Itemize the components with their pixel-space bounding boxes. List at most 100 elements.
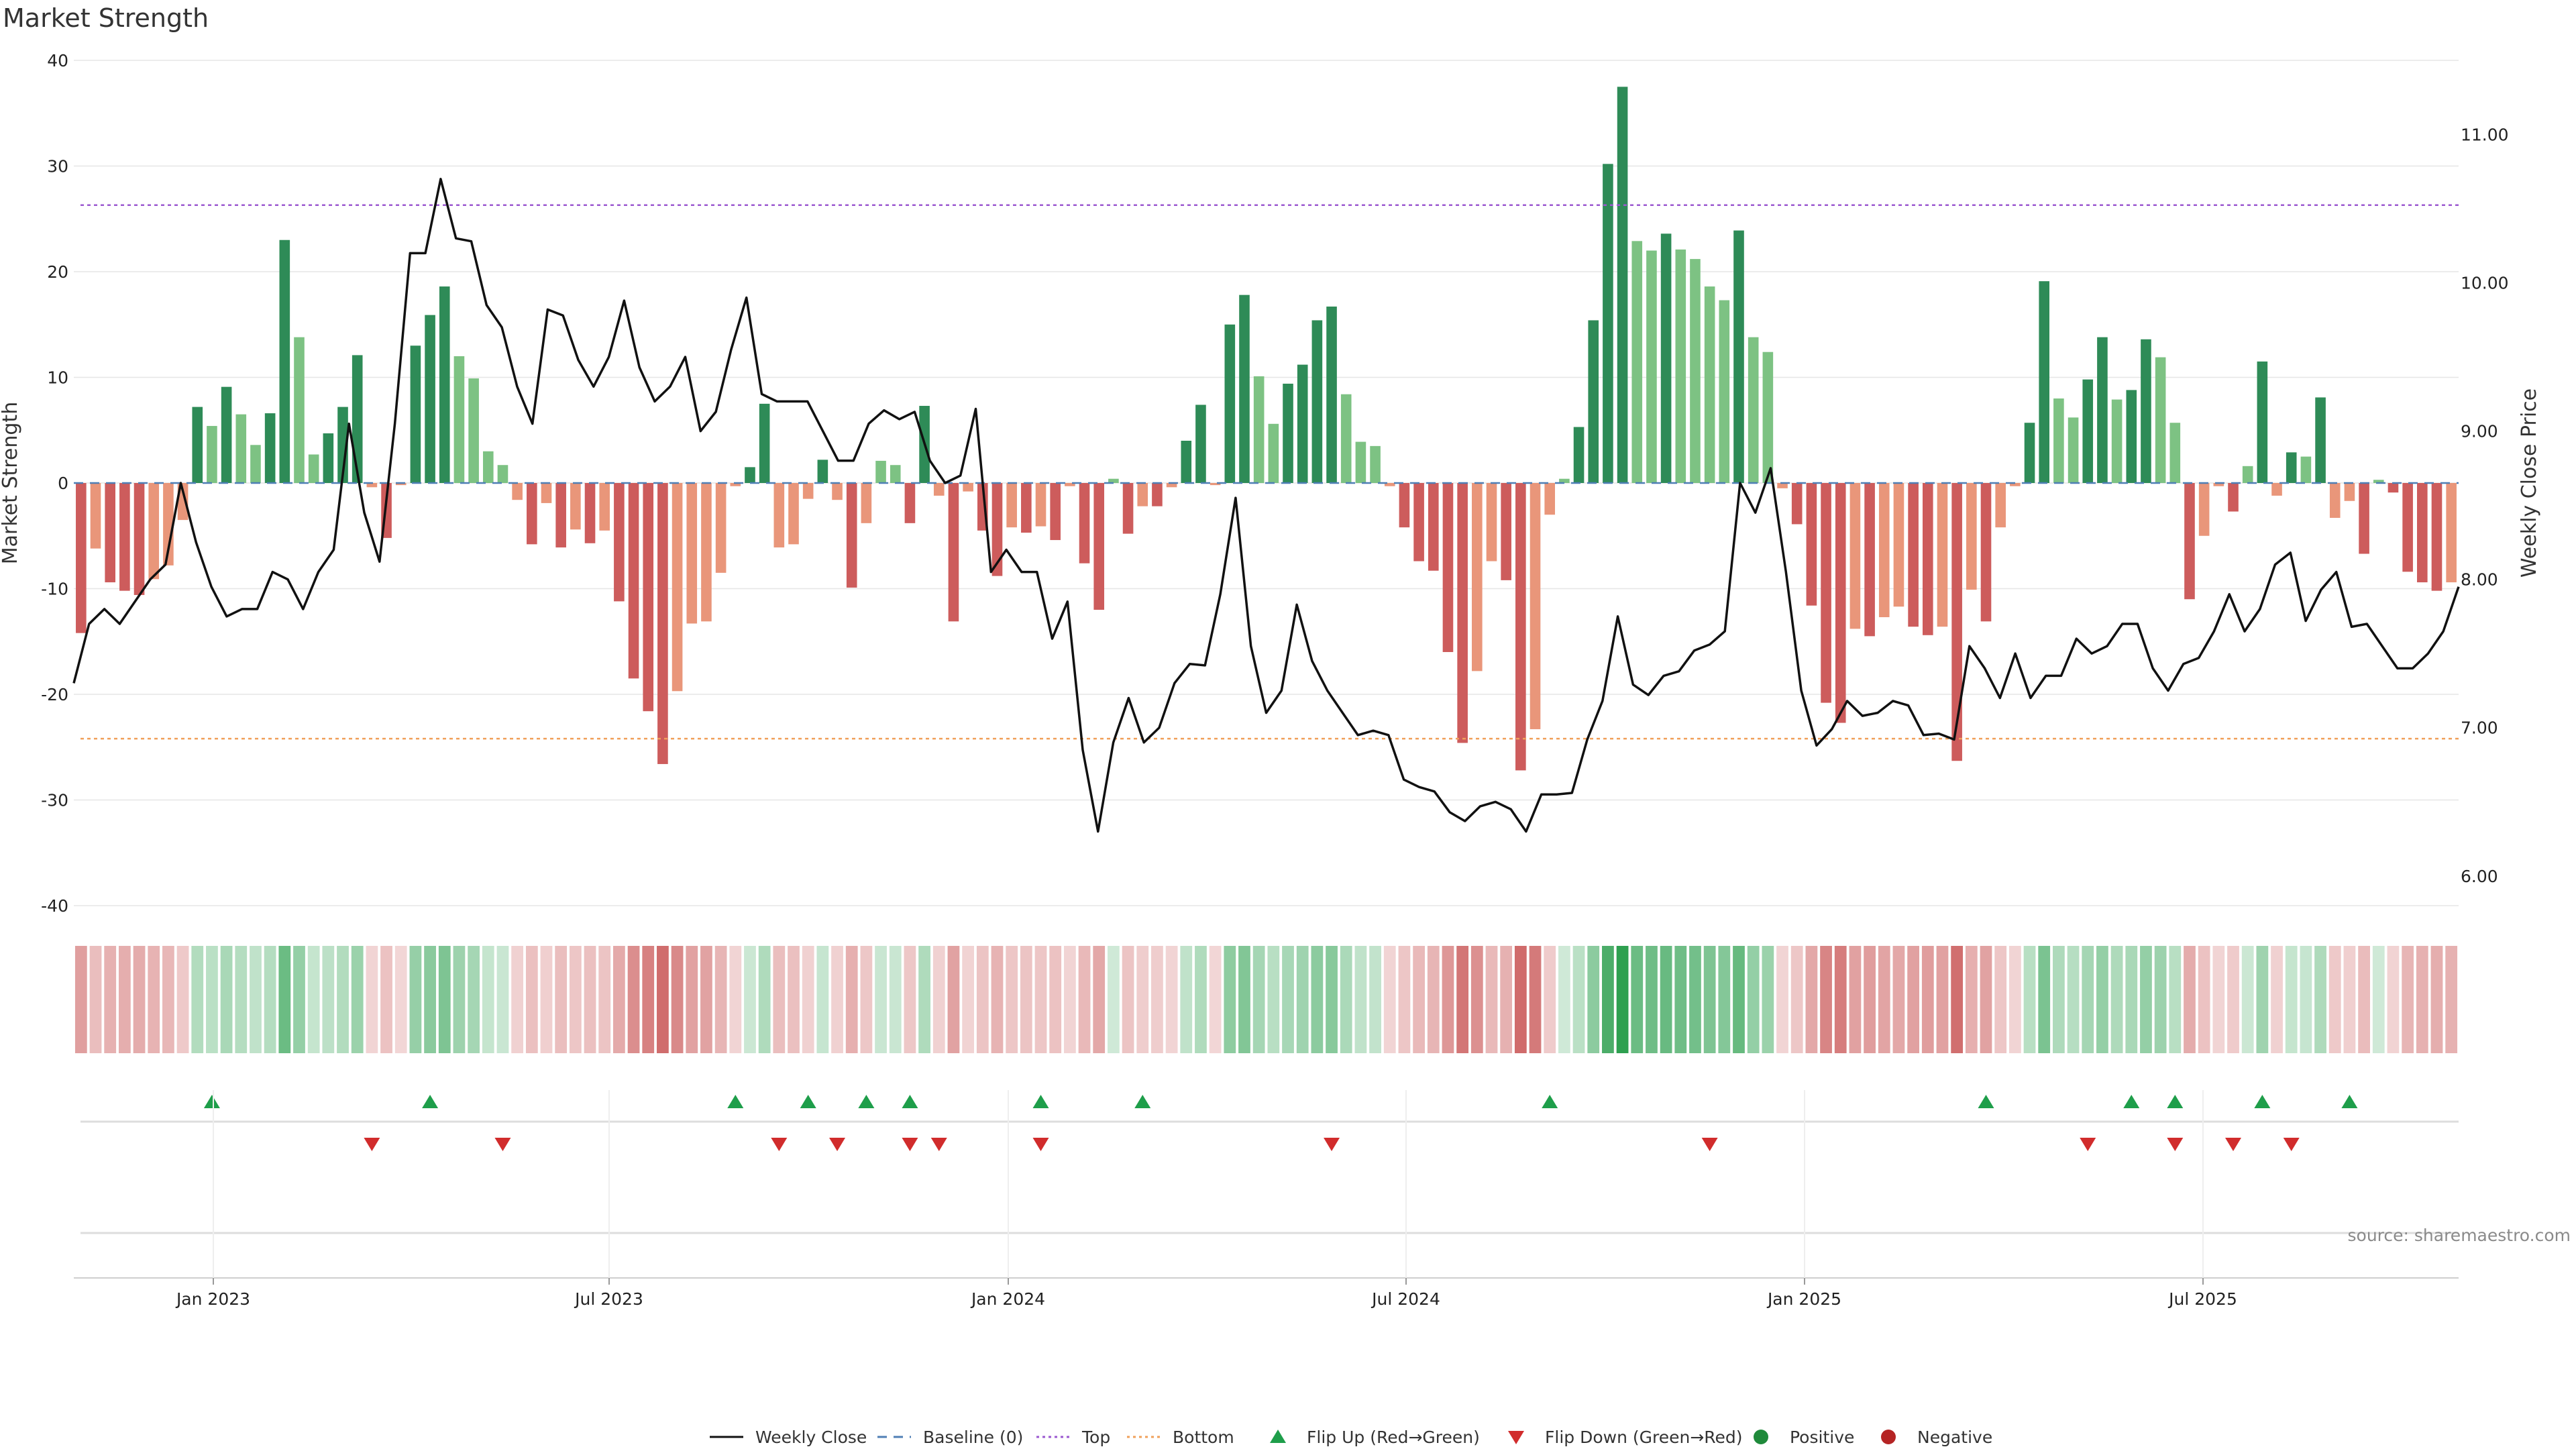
heat-cell xyxy=(1602,946,1614,1053)
heat-cell xyxy=(380,946,392,1053)
heat-cell xyxy=(1165,946,1178,1053)
strength-bar xyxy=(235,414,247,483)
heat-cell xyxy=(1151,946,1163,1053)
strength-bar xyxy=(1733,230,1744,483)
heat-cell xyxy=(1747,946,1760,1053)
heat-cell xyxy=(758,946,771,1053)
heat-cell xyxy=(307,946,320,1053)
strength-bar xyxy=(2068,417,2079,483)
strength-bar xyxy=(657,483,668,764)
heat-cell xyxy=(1034,946,1047,1053)
legend-flip-down-swatch xyxy=(1508,1431,1524,1444)
left-axis-ticks: 40 30 20 10 0 -10 -20 -30 -40 xyxy=(41,51,68,916)
strength-bar xyxy=(366,483,378,488)
heat-cell xyxy=(1078,946,1091,1053)
strength-bar xyxy=(279,239,290,483)
heat-cell xyxy=(1994,946,2007,1053)
heat-cell xyxy=(2271,946,2283,1053)
heat-cell xyxy=(1689,946,1701,1053)
flip-up-marker xyxy=(203,1095,220,1108)
heat-cell xyxy=(366,946,378,1053)
legend-label: Top xyxy=(1081,1428,1110,1447)
strength-bar xyxy=(250,445,261,483)
heat-cell xyxy=(932,946,945,1053)
strength-bar xyxy=(1937,483,1948,627)
heat-cell xyxy=(1936,946,1949,1053)
heat-cell xyxy=(394,946,407,1053)
legend-label: Flip Down (Green→Red) xyxy=(1545,1428,1743,1447)
strength-bar xyxy=(933,483,945,496)
strength-bar xyxy=(2111,399,2123,483)
heat-cell xyxy=(1733,946,1745,1053)
heat-cell xyxy=(496,946,509,1053)
heat-cell xyxy=(1980,946,1992,1053)
heat-cell xyxy=(642,946,655,1053)
heat-cell xyxy=(686,946,698,1053)
strength-bar xyxy=(1966,483,1977,590)
strength-bar xyxy=(512,483,523,500)
strength-bar xyxy=(1501,483,1511,580)
strength-bar xyxy=(1806,483,1817,606)
strength-bar xyxy=(1980,483,1992,622)
heat-cell xyxy=(2008,946,2021,1053)
strength-bar xyxy=(308,454,319,483)
x-tick-label: Jan 2024 xyxy=(970,1289,1045,1309)
strength-bar xyxy=(2213,483,2224,486)
right-tick-label: 9.00 xyxy=(2461,422,2498,441)
strength-bar xyxy=(846,483,857,588)
strength-bar xyxy=(221,386,232,483)
heat-cell xyxy=(1572,946,1585,1053)
strength-bar xyxy=(1399,483,1410,528)
heat-cell xyxy=(2372,946,2385,1053)
heat-cell xyxy=(2154,946,2167,1053)
heat-cell xyxy=(2140,946,2152,1053)
heat-cell xyxy=(74,946,87,1053)
legend-item: Flip Up (Red→Green) xyxy=(1270,1428,1480,1447)
heat-cell xyxy=(1122,946,1134,1053)
heat-cell xyxy=(2430,946,2443,1053)
right-tick-label: 8.00 xyxy=(2461,570,2498,590)
legend-item: Baseline (0) xyxy=(877,1428,1023,1447)
strength-bar xyxy=(890,465,901,483)
weekly-close-path xyxy=(72,178,2460,833)
strength-bar xyxy=(1181,441,1192,483)
heat-cell xyxy=(802,946,814,1053)
flip-up-marker xyxy=(2341,1095,2358,1108)
heat-cell xyxy=(700,946,712,1053)
heat-cell xyxy=(250,946,262,1053)
flip-down-marker xyxy=(1324,1138,1340,1151)
heat-cell xyxy=(133,946,146,1053)
legend-circle-swatch xyxy=(1754,1430,1768,1444)
strength-bar xyxy=(2344,483,2355,501)
heat-cell xyxy=(337,946,349,1053)
heat-cell xyxy=(1006,946,1018,1053)
heat-cell xyxy=(2038,946,2051,1053)
right-tick-label: 6.00 xyxy=(2461,867,2498,886)
flip-down-marker xyxy=(2283,1138,2300,1151)
heat-cell xyxy=(1383,946,1396,1053)
heat-cell xyxy=(2082,946,2094,1053)
strength-bar xyxy=(1122,483,1134,534)
strength-bar xyxy=(1065,483,1075,486)
heat-cell xyxy=(1544,946,1556,1053)
heat-cell xyxy=(555,946,568,1053)
strength-bar xyxy=(2387,483,2399,493)
legend-item: Positive xyxy=(1754,1428,1854,1447)
strength-bar xyxy=(1428,483,1439,571)
strength-bar xyxy=(2446,483,2457,583)
heat-cell xyxy=(1195,946,1207,1053)
strength-bar xyxy=(1951,483,1962,761)
heat-cell xyxy=(264,946,276,1053)
legend: Weekly Close Baseline (0) Top Bottom Flip Up… xyxy=(710,1428,1992,1447)
flip-up-marker xyxy=(1032,1095,1049,1108)
heat-cell xyxy=(1485,946,1498,1053)
strength-bar xyxy=(832,483,843,500)
strength-heat-strip xyxy=(74,946,2458,1053)
chart-title: Market Strength xyxy=(3,3,209,33)
legend-label: Bottom xyxy=(1173,1428,1234,1447)
heat-cell xyxy=(482,946,494,1053)
heat-cell xyxy=(976,946,989,1053)
heat-cell xyxy=(2169,946,2182,1053)
heat-cell xyxy=(511,946,524,1053)
